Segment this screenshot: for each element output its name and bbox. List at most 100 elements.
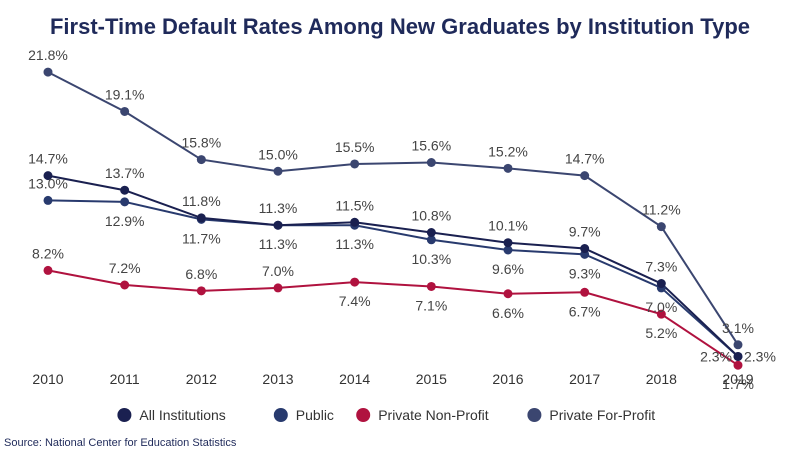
data-label-private-non-profit: 7.2%: [109, 260, 141, 276]
chart-title: First-Time Default Rates Among New Gradu…: [50, 14, 750, 39]
x-tick-label: 2015: [416, 371, 447, 387]
data-point-private-for-profit: [733, 340, 743, 350]
x-axis-ticks: 2010 2011 2012 2013 2014 2015 2016 2017 2018 2019: [32, 371, 753, 387]
data-label-public: 12.9%: [105, 213, 145, 229]
data-point-all-institutions: [580, 244, 590, 254]
data-label-private-non-profit: 6.8%: [185, 266, 217, 282]
data-label-all-institutions: 2.3%: [744, 348, 776, 364]
data-label-private-non-profit: 7.4%: [339, 293, 371, 309]
series-line-private-non-profit: [47, 269, 739, 367]
data-label-all-institutions: 11.5%: [335, 197, 374, 213]
source-note: Source: National Center for Education St…: [4, 437, 237, 449]
data-label-public: 10.3%: [411, 251, 451, 267]
data-point-private-for-profit: [656, 222, 666, 232]
data-label-all-institutions: 10.8%: [411, 208, 451, 224]
x-tick-label: 2018: [646, 371, 677, 387]
data-point-all-institutions: [196, 213, 206, 223]
data-label-all-institutions: 14.7%: [28, 151, 68, 167]
data-point-public: [503, 245, 513, 255]
data-point-private-for-profit: [350, 159, 360, 169]
data-point-private-non-profit: [273, 283, 283, 293]
data-label-private-non-profit: 7.0%: [262, 263, 294, 279]
data-point-all-institutions: [733, 351, 743, 361]
data-point-all-institutions: [273, 220, 283, 230]
data-labels: 14.7% 13.7% 11.8% 11.3% 11.5% 10.8% 10.1% 9.7% 7…: [28, 47, 776, 392]
data-label-all-institutions: 10.1%: [488, 218, 528, 234]
data-label-private-non-profit: 1.7%: [722, 376, 754, 392]
data-label-public: 9.3%: [569, 265, 601, 281]
x-tick-label: 2013: [262, 371, 293, 387]
data-point-private-for-profit: [503, 163, 513, 173]
data-point-all-institutions: [350, 217, 360, 227]
x-tick-label: 2017: [569, 371, 600, 387]
data-label-private-for-profit: 15.6%: [411, 138, 451, 154]
data-label-private-for-profit: 3.1%: [722, 320, 754, 336]
x-tick-label: 2012: [186, 371, 217, 387]
legend-marker-all-institutions: [117, 408, 132, 422]
data-label-private-non-profit: 6.7%: [569, 303, 601, 319]
data-point-private-non-profit: [120, 280, 130, 290]
legend: All Institutions Public Private Non-Profit…: [117, 407, 655, 423]
series-line-public: [47, 199, 739, 358]
data-label-private-for-profit: 14.7%: [565, 151, 605, 167]
data-point-all-institutions: [120, 185, 130, 195]
data-point-public: [120, 197, 130, 207]
plot-lines: [47, 71, 739, 367]
data-point-all-institutions: [43, 171, 53, 181]
data-point-private-non-profit: [196, 286, 206, 296]
legend-marker-private-non-profit: [356, 408, 371, 422]
data-label-public: 9.6%: [492, 261, 524, 277]
data-label-private-non-profit: 5.2%: [645, 325, 677, 341]
data-point-private-non-profit: [350, 277, 360, 287]
data-label-public: 2.3%: [700, 348, 732, 364]
data-label-private-for-profit: 15.8%: [181, 135, 221, 151]
data-point-private-non-profit: [426, 281, 436, 291]
series-line-private-for-profit: [47, 71, 739, 346]
data-label-private-for-profit: 21.8%: [28, 47, 68, 63]
data-point-private-for-profit: [580, 171, 590, 181]
data-point-all-institutions: [656, 279, 666, 289]
data-label-all-institutions: 11.8%: [182, 193, 221, 209]
data-point-private-non-profit: [580, 287, 590, 297]
data-label-public: 11.7%: [182, 230, 221, 246]
x-tick-label: 2014: [339, 371, 370, 387]
data-label-private-non-profit: 7.1%: [415, 297, 447, 313]
data-point-all-institutions: [503, 238, 513, 248]
data-label-private-for-profit: 19.1%: [105, 86, 145, 102]
data-point-private-for-profit: [196, 155, 206, 165]
x-tick-label: 2019: [722, 371, 753, 387]
legend-label-all-institutions: All Institutions: [139, 407, 225, 423]
data-label-private-for-profit: 15.2%: [488, 143, 528, 159]
data-point-private-non-profit: [503, 289, 513, 299]
data-label-private-for-profit: 15.0%: [258, 146, 298, 162]
data-point-private-non-profit: [656, 309, 666, 319]
data-label-all-institutions: 13.7%: [105, 165, 145, 181]
data-point-private-for-profit: [426, 158, 436, 167]
data-point-all-institutions: [426, 228, 436, 237]
data-label-public: 13.0%: [28, 175, 68, 191]
data-point-private-non-profit: [733, 360, 743, 370]
legend-label-private-non-profit: Private Non-Profit: [378, 407, 489, 423]
legend-label-private-for-profit: Private For-Profit: [549, 407, 655, 423]
data-label-public: 11.3%: [335, 236, 374, 252]
data-label-all-institutions: 11.3%: [259, 200, 298, 216]
data-label-public: 11.3%: [259, 236, 298, 252]
data-point-public: [43, 195, 53, 205]
plot-points: [43, 67, 743, 370]
x-tick-label: 2011: [110, 371, 140, 387]
legend-marker-public: [273, 408, 288, 422]
x-tick-label: 2016: [492, 371, 523, 387]
data-label-public: 7.0%: [645, 299, 677, 315]
data-label-private-for-profit: 11.2%: [642, 202, 681, 218]
data-label-private-non-profit: 6.6%: [492, 305, 524, 321]
data-label-all-institutions: 7.3%: [645, 259, 677, 275]
data-label-private-non-profit: 8.2%: [32, 245, 64, 261]
x-tick-label: 2010: [32, 371, 63, 387]
legend-label-public: Public: [296, 407, 334, 423]
series-line-all-institutions: [47, 174, 739, 358]
data-label-private-for-profit: 15.5%: [335, 139, 375, 155]
data-point-private-for-profit: [273, 166, 283, 176]
data-point-private-non-profit: [43, 265, 53, 275]
data-point-public: [426, 235, 436, 245]
